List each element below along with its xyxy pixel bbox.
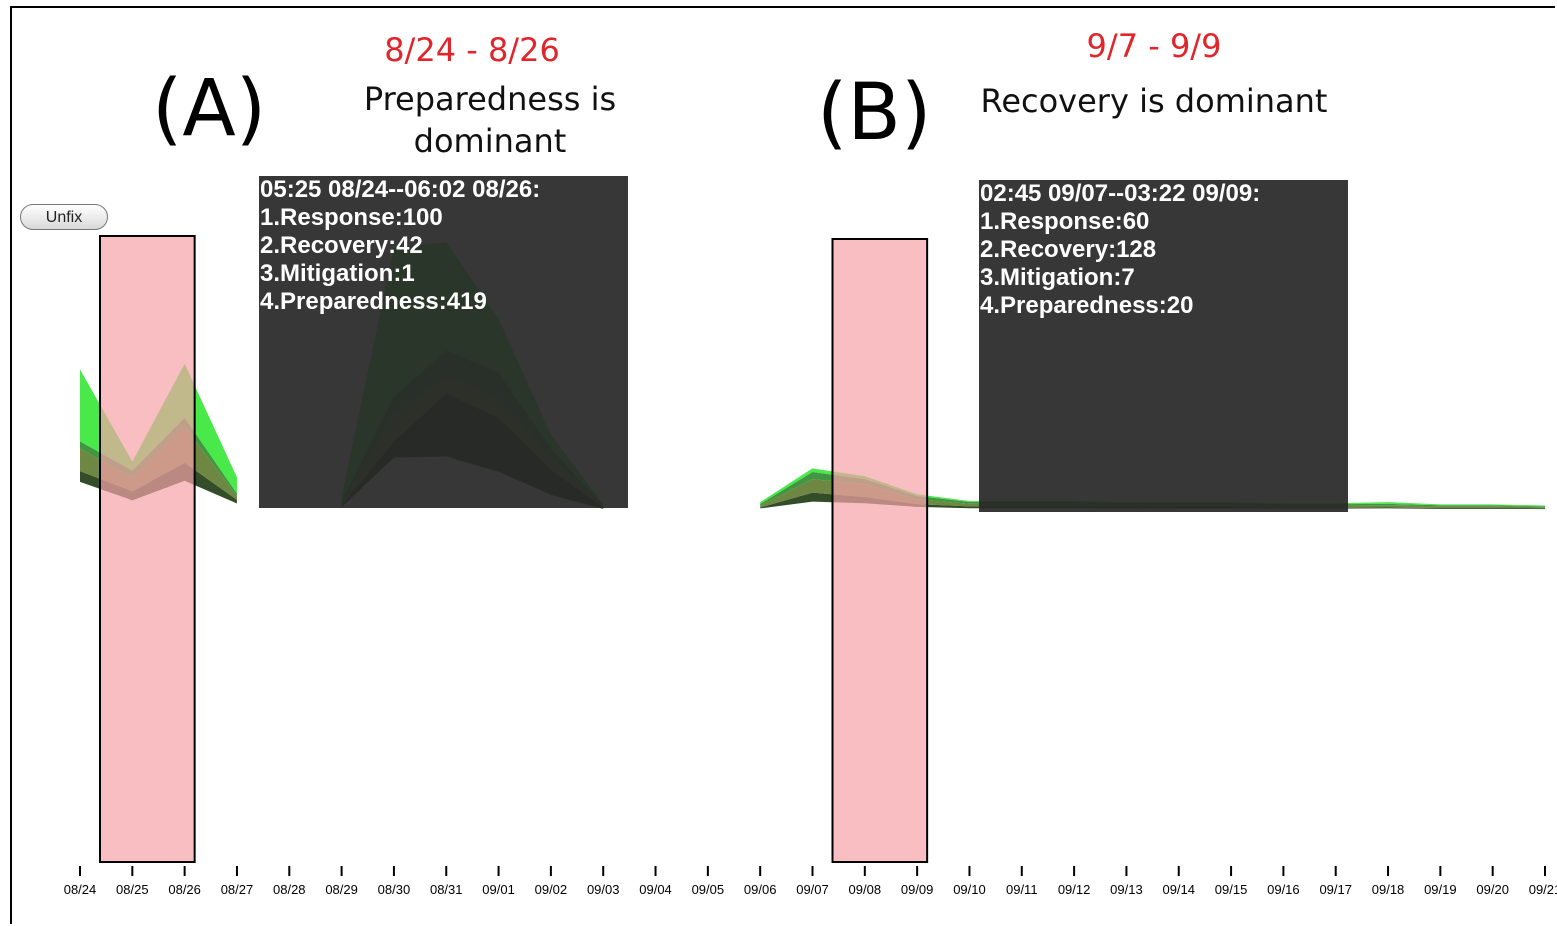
x-tick-label-27: 09/20	[1476, 882, 1509, 897]
x-tick-label-22: 09/15	[1215, 882, 1248, 897]
tooltip-a-line-preparedness: 4.Preparedness:419	[260, 288, 487, 315]
x-tick-label-18: 09/11	[1006, 882, 1038, 897]
stream-layer-3-segment-1	[80, 417, 237, 497]
x-tick-label-8: 09/01	[482, 882, 515, 897]
tooltip-a-line-mitigation: 3.Mitigation:1	[260, 260, 415, 287]
x-tick-label-4: 08/28	[273, 882, 306, 897]
panel-a-letter: (A)	[152, 64, 267, 154]
x-tick-label-0: 08/24	[64, 882, 97, 897]
x-tick-label-26: 09/19	[1424, 882, 1457, 897]
x-tick-label-24: 09/17	[1319, 882, 1352, 897]
x-tick-label-13: 09/06	[744, 882, 777, 897]
highlight-range-b[interactable]	[831, 238, 929, 863]
x-tick-label-17: 09/10	[953, 882, 986, 897]
panel-b-letter: (B)	[817, 68, 932, 158]
x-tick-label-7: 08/31	[430, 882, 463, 897]
x-tick-label-1: 08/25	[116, 882, 149, 897]
panel-a-headline: Preparedness is dominant	[363, 80, 617, 161]
tooltip-b-line-response: 1.Response:60	[980, 208, 1150, 235]
x-tick-label-9: 09/02	[535, 882, 568, 897]
tooltip-panel-b: 02:45 09/07--03:22 09/09: 1.Response:60 …	[979, 180, 1348, 512]
unfix-button[interactable]: Unfix	[20, 204, 108, 230]
tooltip-b-title: 02:45 09/07--03:22 09/09:	[980, 180, 1261, 207]
tooltip-b-line-preparedness: 4.Preparedness:20	[980, 292, 1194, 319]
tooltip-a-line-recovery: 2.Recovery:42	[260, 232, 423, 259]
x-tick-label-5: 08/29	[325, 882, 358, 897]
x-tick-label-25: 09/18	[1372, 882, 1405, 897]
x-tick-label-14: 09/07	[796, 882, 829, 897]
tooltip-b-line-mitigation: 3.Mitigation:7	[980, 264, 1135, 291]
figure-frame	[10, 6, 1555, 924]
panel-b-period: 9/7 - 9/9	[1086, 27, 1222, 65]
x-tick-label-21: 09/14	[1162, 882, 1195, 897]
x-tick-label-16: 09/09	[901, 882, 934, 897]
x-tick-label-19: 09/12	[1058, 882, 1091, 897]
x-tick-label-2: 08/26	[168, 882, 201, 897]
tooltip-panel-a: 05:25 08/24--06:02 08/26: 1.Response:100…	[259, 176, 628, 508]
x-tick-label-23: 09/16	[1267, 882, 1300, 897]
panel-a-period: 8/24 - 8/26	[384, 31, 560, 69]
x-tick-label-28: 09/21	[1529, 882, 1557, 897]
highlight-range-a[interactable]	[99, 235, 196, 863]
tooltip-a-title: 05:25 08/24--06:02 08/26:	[260, 176, 541, 203]
highlight-ranges	[99, 235, 929, 863]
x-tick-label-6: 08/30	[378, 882, 411, 897]
x-tick-label-15: 09/08	[849, 882, 882, 897]
tooltip-b-line-recovery: 2.Recovery:128	[980, 236, 1157, 263]
x-tick-label-3: 08/27	[221, 882, 254, 897]
x-tick-label-10: 09/03	[587, 882, 620, 897]
tooltip-a-line-response: 1.Response:100	[260, 204, 443, 231]
panel-b-headline: Recovery is dominant	[980, 82, 1328, 120]
x-axis: 08/24 08/25 08/26 08/27 08/28 08/29 08/30 08/31…	[64, 866, 1557, 897]
x-tick-label-20: 09/13	[1110, 882, 1143, 897]
x-tick-label-11: 09/04	[639, 882, 672, 897]
x-tick-label-12: 09/05	[692, 882, 725, 897]
